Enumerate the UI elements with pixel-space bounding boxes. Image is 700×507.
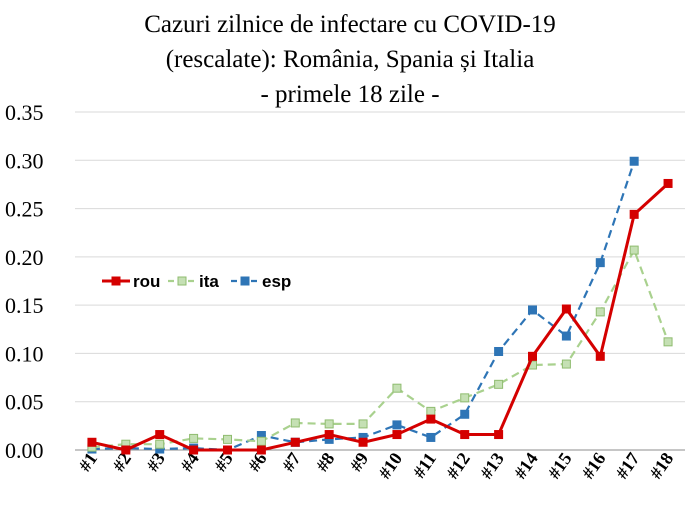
data-point-rou — [87, 437, 97, 447]
x-tick-label: #15 — [544, 449, 576, 483]
data-point-rou — [121, 445, 131, 455]
legend: rou ita esp — [102, 272, 291, 291]
data-point-ita — [561, 359, 571, 369]
data-point-rou — [189, 445, 199, 455]
x-tick-label: #18 — [645, 449, 677, 483]
legend-label: rou — [133, 272, 160, 291]
x-tick-label: #7 — [278, 449, 305, 475]
data-point-rou — [629, 209, 639, 219]
data-point-rou — [426, 414, 436, 424]
data-point-rou — [528, 351, 537, 361]
x-tick-label: #11 — [409, 449, 440, 482]
y-tick-label: 0.20 — [5, 245, 44, 270]
data-point-rou — [460, 430, 470, 440]
y-tick-label: 0.35 — [5, 100, 44, 125]
data-point-esp — [494, 346, 504, 356]
series-line-esp — [91, 160, 636, 452]
data-point-ita — [290, 418, 300, 428]
data-point-esp — [595, 258, 605, 268]
data-point-rou — [663, 178, 673, 188]
y-tick-label: 0.10 — [5, 341, 44, 366]
data-point-rou — [155, 430, 165, 440]
data-point-esp — [528, 305, 537, 315]
chart-title-line-2: (rescalate): România, Spania și Italia — [166, 46, 535, 73]
chart-title-line-1: Cazuri zilnice de infectare cu COVID-19 — [144, 11, 556, 38]
data-point-ita — [256, 436, 266, 446]
legend-item-esp: esp — [231, 272, 291, 291]
data-point-rou — [290, 437, 300, 447]
x-axis: #1 #2 #3 #4 #5 #6 #7 #8 #9 #10 #11 #12 #13 #14 #15 #16 #… — [75, 449, 678, 483]
legend-marker — [111, 276, 121, 286]
data-point-ita — [358, 419, 368, 429]
y-tick-label: 0.25 — [5, 197, 44, 222]
data-point-rou — [324, 430, 334, 440]
legend-label: esp — [262, 272, 291, 291]
legend-item-ita: ita — [168, 272, 219, 291]
chart-title-line-3: - primele 18 zile - — [260, 81, 439, 108]
series-ita — [87, 245, 673, 452]
x-tick-label: #16 — [578, 449, 610, 483]
gridlines — [75, 111, 685, 451]
x-tick-label: #13 — [476, 449, 508, 483]
data-point-rou — [256, 445, 266, 455]
legend-marker — [240, 276, 250, 286]
data-point-ita — [155, 439, 165, 449]
y-tick-label: 0.05 — [5, 390, 44, 415]
data-point-rou — [392, 430, 402, 440]
x-tick-label: #12 — [442, 449, 474, 483]
y-axis: 0.00 0.05 0.10 0.15 0.20 0.25 0.30 0.35 — [5, 100, 44, 463]
series-rou — [87, 178, 673, 455]
data-point-esp — [629, 156, 639, 166]
data-point-ita — [189, 433, 199, 443]
legend-label: ita — [199, 272, 219, 291]
data-point-ita — [223, 434, 232, 444]
data-point-rou — [494, 430, 504, 440]
x-tick-label: #9 — [346, 449, 373, 475]
data-point-ita — [426, 406, 436, 416]
x-tick-label: #14 — [510, 449, 542, 483]
y-tick-label: 0.15 — [5, 293, 44, 318]
data-point-ita — [629, 245, 639, 255]
data-point-ita — [494, 379, 504, 389]
data-point-ita — [663, 337, 673, 347]
data-point-esp — [561, 331, 571, 341]
data-point-ita — [392, 383, 402, 393]
data-point-esp — [460, 409, 470, 419]
data-point-rou — [595, 351, 605, 361]
y-tick-label: 0.00 — [5, 438, 44, 463]
x-tick-label: #8 — [312, 449, 339, 475]
data-point-rou — [358, 437, 368, 447]
legend-item-rou: rou — [102, 272, 160, 291]
data-point-ita — [324, 419, 334, 429]
data-point-ita — [595, 307, 605, 317]
data-point-rou — [223, 445, 232, 455]
data-point-rou — [561, 304, 571, 314]
data-point-esp — [426, 432, 436, 442]
series-lines — [87, 156, 673, 455]
x-tick-label: #17 — [612, 449, 644, 483]
data-point-ita — [460, 393, 470, 403]
y-tick-label: 0.30 — [5, 148, 44, 173]
series-line-ita — [91, 247, 670, 449]
data-point-esp — [392, 420, 402, 430]
x-tick-label: #10 — [374, 449, 406, 483]
legend-marker — [177, 276, 187, 286]
series-line-rou — [91, 182, 670, 452]
